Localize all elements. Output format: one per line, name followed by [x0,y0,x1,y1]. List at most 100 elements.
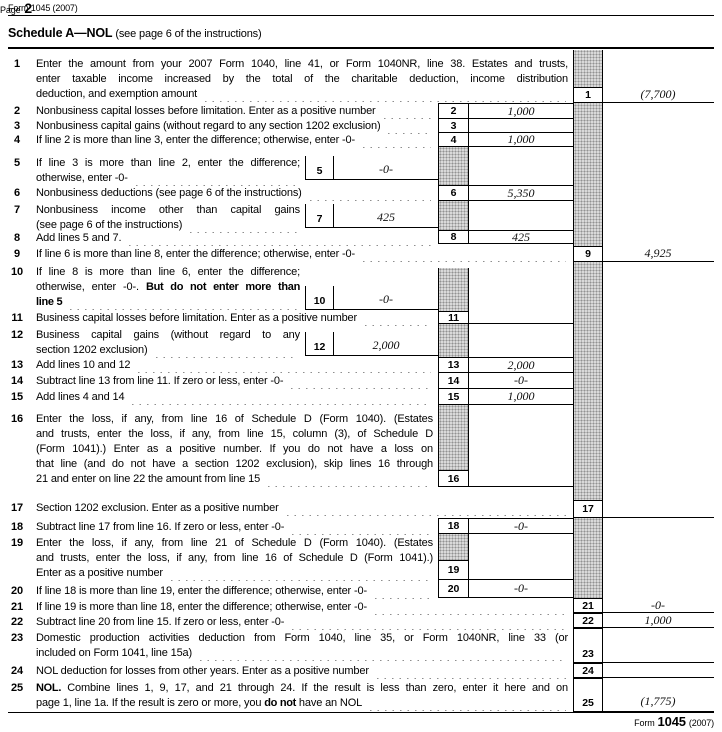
line-text: otherwise, enter -0-. But do not enter m… [36,280,300,295]
entry-amount-field[interactable]: (7,700) [602,87,714,103]
entry-amount-field[interactable]: -0- [469,519,573,533]
line-number: 8 [14,232,20,244]
entry-value: -0- [379,292,393,306]
line-text-segment: Business capital gains (without regard t… [36,329,300,341]
line-text: included on Form 1041, line 15a) [36,646,568,661]
entry-amount-field[interactable]: 2,000 [334,332,438,355]
line-number: 18 [11,521,23,533]
line-number: 12 [11,329,23,341]
line-text: Enter the loss, if any, from line 21 of … [36,536,433,551]
schedule-title-bold: Schedule A—NOL [8,26,113,40]
line-text: Enter the amount from your 2007 Form 104… [36,57,568,72]
line-text-segment: Section 1202 exclusion. Enter as a posit… [36,502,279,514]
entry-value: -0- [651,597,665,612]
entry-amount-field[interactable]: 425 [469,229,573,244]
line-text-segment: Subtract line 20 from line 15. If zero o… [36,616,285,628]
entry-amount-field[interactable]: 1,000 [469,132,573,146]
line-text: page 1, line 1a. If the result is zero o… [36,696,568,711]
entry-amount-field[interactable] [469,119,573,132]
entry-box-number: 22 [573,613,603,628]
entry-box-number: 25 [573,678,603,712]
line-number: 21 [11,601,23,613]
line-text: Subtract line 17 from line 16. If zero o… [36,520,433,535]
page-indicator: Page 2 [0,0,722,16]
hatched-spacer [438,324,469,357]
entry-box-number: 12 [306,332,334,355]
line-number: 17 [11,502,23,514]
entry-amount-field[interactable] [602,500,714,518]
line-text-segment: Subtract line 13 from line 11. If zero o… [36,375,284,387]
entry-box-number: 19 [439,560,469,579]
line-text: and trusts, enter the loss, if any, from… [36,427,433,442]
entry-amount-field[interactable]: 4,925 [602,246,714,262]
line-number: 24 [11,665,23,677]
line-text: Nonbusiness income other than capital ga… [36,203,300,218]
line-text-segment: Nonbusiness deductions (see page 6 of th… [36,187,302,199]
entry-value: 4,925 [644,246,672,260]
entry-amount-field[interactable]: (1,775) [602,678,714,712]
entry-amount-field[interactable]: 1,000 [602,613,714,628]
entry-box-number: 9 [573,246,603,262]
dotted-leader [129,390,431,405]
entry-amount-field[interactable]: 2,000 [469,358,573,372]
entry-row: 7 425 [305,204,438,228]
line-text-segment: Subtract line 17 from line 16. If zero o… [36,521,285,533]
entry-value: 425 [512,229,530,244]
dotted-leader [306,186,431,201]
line-text: enter taxable income increased by the to… [36,72,568,87]
line-text-segment: Enter as a positive number [36,567,163,579]
entry-box-number: 23 [573,628,603,663]
line-text: If line 19 is more than line 18, enter t… [36,600,568,615]
dotted-leader [373,664,566,679]
entry-amount-field[interactable]: -0- [334,286,438,309]
entry-amount-field[interactable] [602,628,714,663]
entry-value: 2,000 [507,357,535,372]
entry-amount-field[interactable]: 5,350 [469,186,573,200]
line-number: 15 [11,391,23,403]
entry-amount-field[interactable]: -0- [469,373,573,388]
line-text-segment: If line 18 is more than line 19, enter t… [36,585,367,597]
dotted-leader [367,696,566,711]
line-text: Add lines 4 and 14 [36,390,433,405]
line-text-segment: 21 and enter on line 22 the amount from … [36,473,261,485]
line-text: If line 6 is more than line 8, enter the… [36,247,568,262]
entry-amount-field[interactable]: -0- [602,598,714,613]
line-text: that line (and do not have a section 120… [36,457,433,472]
entry-amount-field[interactable]: 1,000 [469,104,573,118]
schedule-title: Schedule A—NOL (see page 6 of the instru… [8,26,262,40]
line-text-segment: If line 19 is more than line 18, enter t… [36,601,367,613]
entry-row: 11 [438,311,573,324]
entry-amount-field[interactable] [602,663,714,678]
dotted-leader [380,104,431,119]
dotted-leader [265,472,431,487]
line-text: Subtract line 13 from line 11. If zero o… [36,374,433,389]
line-text: otherwise, enter -0- [36,171,300,186]
line-text-segment: Domestic production activities deduction… [36,632,568,644]
dotted-leader [371,600,566,615]
entry-amount-field[interactable] [469,311,573,323]
line-number: 3 [14,120,20,132]
line-text-segment: Add lines 10 and 12 [36,359,131,371]
entry-amount-field[interactable] [469,560,573,579]
line-text: line 5 [36,295,300,310]
line-text: If line 18 is more than line 19, enter t… [36,584,433,599]
entry-amount-field[interactable]: 1,000 [469,389,573,404]
line-text-segment: Enter the amount from your 2007 Form 104… [36,58,568,70]
line-text-segment: Add lines 5 and 7. [36,232,122,244]
line-text-segment: and trusts, enter the loss, if any, from… [36,552,433,564]
line-text-bold: do not [264,697,297,709]
entry-box-number: 13 [439,358,469,372]
footer-form-year: (2007) [688,718,714,728]
line-text-bold: But do not enter more than [145,281,300,293]
entry-box-number: 7 [306,204,334,227]
line-text-segment: included on Form 1041, line 15a) [36,647,193,659]
entry-amount-field[interactable] [469,470,573,486]
entry-amount-field[interactable]: -0- [469,580,573,597]
line-text-segment: If line 3 is more than line 2, enter the… [36,157,300,169]
entry-amount-field[interactable]: -0- [334,156,438,179]
hatched-spacer [438,201,469,230]
entry-amount-field[interactable]: 425 [334,204,438,227]
line-text: Domestic production activities deduction… [36,631,568,646]
entry-value: -0- [514,581,528,595]
line-text: Nonbusiness capital gains (without regar… [36,119,433,134]
